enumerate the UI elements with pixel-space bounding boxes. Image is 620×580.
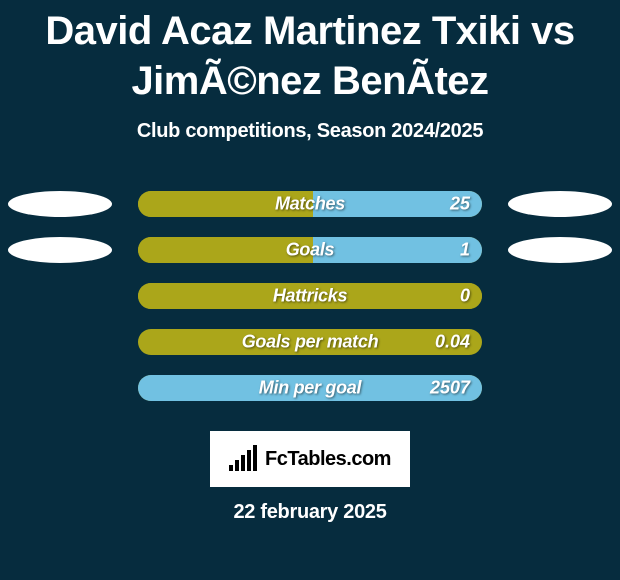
stat-bar: Hattricks0 bbox=[138, 283, 482, 309]
stat-label: Goals per match bbox=[138, 332, 482, 353]
stat-value-right: 0.04 bbox=[435, 332, 470, 353]
stat-value-right: 0 bbox=[460, 286, 470, 307]
stat-bar: Min per goal2507 bbox=[138, 375, 482, 401]
stat-row: Matches25 bbox=[0, 181, 620, 227]
stat-label: Goals bbox=[138, 240, 482, 261]
stat-label: Hattricks bbox=[138, 286, 482, 307]
comparison-infographic: David Acaz Martinez Txiki vs JimÃ©nez Be… bbox=[0, 0, 620, 580]
left-player-pill bbox=[8, 237, 112, 263]
stat-value-right: 2507 bbox=[430, 378, 470, 399]
stat-value-right: 1 bbox=[460, 240, 470, 261]
stat-row: Goals1 bbox=[0, 227, 620, 273]
subtitle: Club competitions, Season 2024/2025 bbox=[0, 120, 620, 143]
stat-value-right: 25 bbox=[450, 194, 470, 215]
bar-chart-icon bbox=[229, 445, 259, 473]
logo-box: FcTables.com bbox=[210, 431, 410, 487]
stat-bar: Goals per match0.04 bbox=[138, 329, 482, 355]
logo-text: FcTables.com bbox=[265, 448, 391, 471]
stat-bar: Matches25 bbox=[138, 191, 482, 217]
right-player-pill bbox=[508, 237, 612, 263]
stat-label: Matches bbox=[138, 194, 482, 215]
page-title: David Acaz Martinez Txiki vs JimÃ©nez Be… bbox=[0, 0, 620, 106]
left-player-pill bbox=[8, 191, 112, 217]
stat-bar: Goals1 bbox=[138, 237, 482, 263]
date-label: 22 february 2025 bbox=[0, 501, 620, 524]
stat-row: Goals per match0.04 bbox=[0, 319, 620, 365]
stat-rows: Matches25 Goals1 Hattricks0 Goals per match… bbox=[0, 181, 620, 411]
stat-row: Hattricks0 bbox=[0, 273, 620, 319]
stat-row: Min per goal2507 bbox=[0, 365, 620, 411]
right-player-pill bbox=[508, 191, 612, 217]
